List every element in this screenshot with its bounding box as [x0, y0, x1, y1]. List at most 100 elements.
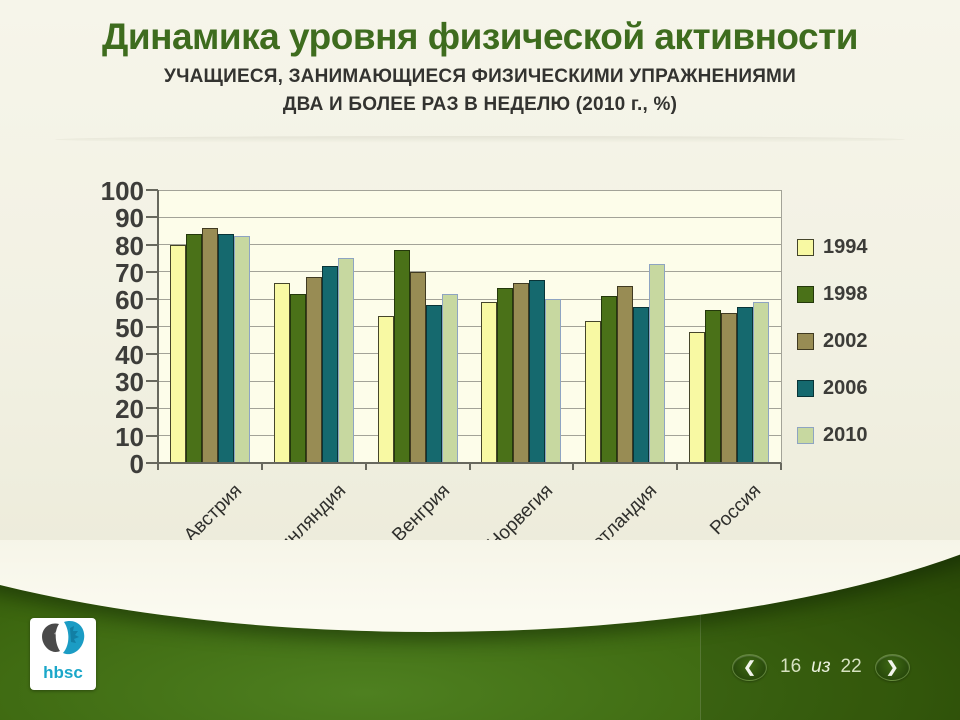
legend-item-2002: 2002	[797, 330, 868, 353]
gridline	[158, 407, 781, 409]
legend-swatch-icon	[797, 239, 814, 256]
y-axis-tick	[146, 407, 158, 410]
y-axis-label: 80	[115, 230, 144, 261]
y-axis-label: 100	[100, 176, 144, 206]
slide-subtitle-line1: УЧАЩИЕСЯ, ЗАНИМАЮЩИЕСЯ ФИЗИЧЕСКИМИ УПРАЖ…	[164, 66, 796, 87]
gridline	[158, 271, 781, 273]
bar-1998-Финляндия	[289, 293, 306, 463]
hbsc-logo-text: hbsc	[43, 663, 83, 682]
gridline	[158, 435, 781, 437]
x-axis-tick	[364, 463, 367, 470]
legend-item-1994: 1994	[797, 236, 868, 259]
x-axis-tick	[157, 463, 159, 470]
y-axis-tick	[146, 216, 158, 219]
x-axis-tick	[260, 463, 263, 470]
legend-item-2010: 2010	[797, 424, 868, 447]
legend-swatch-icon	[797, 380, 814, 397]
x-axis-tick	[468, 463, 471, 470]
bar-2002-Венгрия	[409, 271, 426, 463]
bar-2002-Шотландия	[617, 285, 634, 463]
bar-2010-Венгрия	[441, 293, 458, 463]
hbsc-logo: hbsc	[30, 618, 96, 690]
legend-swatch-icon	[797, 427, 814, 444]
legend-label: 1994	[823, 236, 868, 258]
y-axis-label: 0	[129, 449, 144, 479]
gridline	[158, 244, 781, 246]
legend-label: 2002	[823, 330, 868, 352]
footer-band: hbsc ❮ 16 из 22 ❯	[0, 540, 960, 720]
y-axis-label: 30	[115, 367, 144, 398]
x-axis-tick	[676, 463, 679, 470]
gridline	[158, 216, 781, 218]
bar-2010-Австрия	[233, 236, 250, 463]
hbsc-logo-graphic	[42, 621, 85, 655]
y-axis-tick	[146, 380, 158, 383]
legend-item-1998: 1998	[797, 283, 868, 306]
bar-2006-Россия	[737, 307, 754, 463]
bar-1994-Финляндия	[273, 282, 290, 463]
bar-2002-Австрия	[201, 228, 218, 463]
legend-swatch-icon	[797, 286, 814, 303]
bar-1994-Австрия	[169, 244, 186, 463]
chevron-right-icon: ❯	[885, 658, 899, 676]
y-axis-label: 40	[115, 339, 144, 370]
y-axis-label: 10	[115, 421, 144, 452]
legend-label: 2010	[823, 424, 868, 446]
y-axis-tick	[146, 434, 158, 437]
bar-1994-Венгрия	[377, 315, 394, 463]
bar-1998-Австрия	[185, 233, 202, 463]
y-axis-tick	[146, 189, 158, 191]
y-axis-label: 70	[115, 257, 144, 288]
y-axis-tick	[146, 462, 158, 464]
page-indicator: 16 из 22	[780, 656, 862, 678]
bar-2006-Австрия	[217, 233, 234, 463]
x-axis-tick	[780, 463, 782, 470]
bar-2010-Финляндия	[337, 258, 354, 463]
bar-2006-Финляндия	[321, 266, 338, 463]
bar-2002-Норвегия	[513, 282, 530, 463]
gridline	[158, 353, 781, 355]
bar-2010-Россия	[753, 301, 770, 463]
gridline	[158, 326, 781, 327]
y-axis-tick	[146, 243, 158, 246]
page-separator: из	[811, 656, 831, 677]
y-axis-label: 90	[115, 203, 144, 234]
gridline	[158, 189, 781, 191]
previous-slide-button[interactable]: ❮	[732, 653, 767, 681]
bar-2006-Венгрия	[425, 304, 442, 463]
y-axis-label: 20	[115, 394, 144, 425]
bar-2010-Шотландия	[649, 263, 666, 463]
legend-swatch-icon	[797, 333, 814, 350]
y-axis-line	[157, 190, 159, 470]
page-total: 22	[840, 656, 862, 677]
bar-2002-Россия	[721, 312, 738, 463]
y-axis-label: 50	[115, 312, 144, 343]
bar-2006-Шотландия	[633, 307, 650, 463]
bar-1994-Шотландия	[585, 321, 602, 463]
y-axis-tick	[146, 325, 158, 328]
bar-1998-Россия	[705, 310, 722, 463]
legend-label: 1998	[823, 283, 868, 305]
bar-2002-Финляндия	[305, 277, 322, 463]
slide-title: Динамика уровня физической активности	[102, 16, 858, 57]
legend-item-2006: 2006	[797, 377, 868, 400]
bar-1998-Норвегия	[497, 288, 514, 463]
y-axis-tick	[146, 352, 158, 355]
bar-1998-Венгрия	[393, 250, 410, 463]
bar-1994-Норвегия	[481, 301, 498, 463]
y-axis-tick	[146, 298, 158, 301]
next-slide-button[interactable]: ❯	[874, 653, 910, 681]
gridline	[158, 298, 781, 300]
chevron-left-icon: ❮	[743, 658, 756, 676]
bar-1998-Шотландия	[601, 296, 618, 463]
y-axis-tick	[146, 270, 158, 273]
bar-1994-Россия	[689, 331, 706, 463]
gridline	[158, 380, 781, 382]
x-axis-tick	[572, 463, 575, 470]
y-axis-label: 60	[115, 285, 144, 316]
chart-legend: 1994 1998 2002 2006 2010	[797, 236, 868, 447]
bar-2006-Норвегия	[529, 280, 546, 463]
slide-subtitle-line2: ДВА И БОЛЕЕ РАЗ В НЕДЕЛЮ (2010 г., %)	[282, 94, 678, 115]
legend-label: 2006	[823, 377, 868, 399]
